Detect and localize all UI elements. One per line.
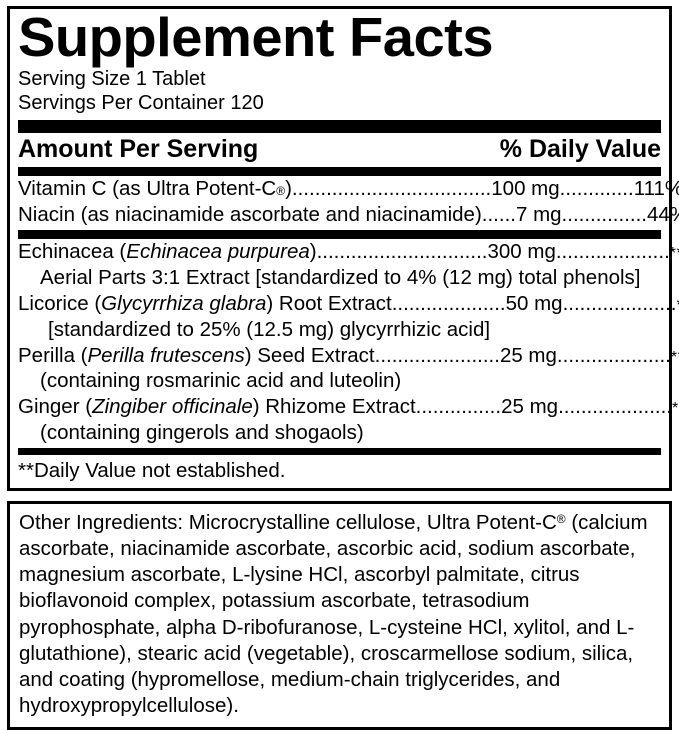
nutrient-name-suffix: ) [309, 240, 317, 264]
nutrient-sub-line: (containing gingerols and shogaols) [40, 421, 364, 445]
serving-size: Serving Size 1 Tablet [18, 67, 206, 90]
nutrient-amount: 50 mg [505, 291, 563, 315]
page-title: Supplement Facts [18, 6, 494, 68]
nutrient-name: Vitamin C (as Ultra Potent-C [18, 176, 277, 200]
nutrient-name: Licorice ( [18, 291, 102, 315]
registered-trademark-icon: ® [276, 183, 286, 198]
nutrient-daily-value: 44% [646, 202, 679, 226]
other-ingredients-text: Other Ingredients: Microcrystalline cell… [19, 510, 660, 720]
facts-panel: Supplement Facts Serving Size 1 Tablet S… [7, 6, 679, 491]
dot-leader-dv: .................... [555, 240, 670, 264]
nutrient-daily-value: ** [669, 245, 679, 263]
other-ingredients-body-post: (calcium ascorbate, niacinamide ascorbat… [19, 510, 648, 718]
nutrient-name: Ginger ( [18, 395, 93, 419]
divider-bar-thin [18, 447, 661, 455]
nutrient-name-suffix: ) Seed Extract [244, 343, 375, 367]
dot-leader-dv: ............... [561, 202, 647, 226]
scientific-name: Echinacea purpurea [126, 240, 310, 264]
nutrient-amount: 100 mg [491, 176, 560, 200]
scientific-name: Perilla frutescens [87, 343, 245, 367]
nutrient-daily-value: ** [670, 348, 679, 366]
dot-leader: ...................... [374, 343, 500, 367]
nutrient-row: Ginger (Zingiber officinale) Rhizome Ext… [18, 394, 679, 420]
amount-header-label: Amount Per Serving [18, 134, 259, 163]
nutrient-row: Licorice (Glycyrrhiza glabra) Root Extra… [18, 291, 679, 317]
other-ingredients-body-pre: Microcrystalline cellulose, Ultra Potent… [183, 510, 557, 534]
dot-leader: ................................... [291, 176, 492, 200]
nutrient-amount: 25 mg [499, 343, 557, 367]
nutrient-amount: 25 mg [501, 395, 559, 419]
dot-leader: ............... [415, 395, 502, 419]
facts-panel-inner: Supplement Facts Serving Size 1 Tablet S… [10, 10, 679, 484]
registered-trademark-icon: ® [556, 511, 566, 526]
divider-bar-medium-2 [18, 230, 661, 240]
dot-leader-dv: ............. [559, 176, 634, 200]
nutrient-sub-line: (containing rosmarinic acid and luteolin… [40, 369, 402, 393]
daily-value-footnote: **Daily Value not established. [18, 458, 286, 482]
dot-leader-dv: .................... [556, 343, 671, 367]
scientific-name: Glycyrrhiza glabra [101, 291, 267, 315]
dot-leader: .............................. [316, 240, 488, 264]
nutrient-row: Echinacea (Echinacea purpurea) .........… [18, 239, 679, 265]
daily-value-header-label: % Daily Value [499, 134, 661, 163]
dot-leader-dv: .................... [558, 395, 672, 419]
nutrient-name: Echinacea ( [18, 240, 127, 264]
divider-bar-medium-1 [18, 166, 661, 176]
nutrient-daily-value: 111% [633, 176, 679, 200]
nutrient-name: Perilla ( [18, 343, 88, 367]
nutrient-sub-line: Aerial Parts 3:1 Extract [standardized t… [40, 266, 641, 290]
other-ingredients-panel: Other Ingredients: Microcrystalline cell… [7, 500, 672, 730]
amount-per-serving-header: Amount Per Serving % Daily Value [18, 135, 661, 164]
nutrient-daily-value: ** [671, 400, 679, 418]
nutrient-row: Niacin (as niacinamide ascorbate and nia… [18, 202, 679, 228]
nutrient-row: Perilla (Perilla frutescens) Seed Extrac… [18, 343, 679, 369]
dot-leader-dv: .................... [562, 291, 677, 315]
nutrient-name: Niacin (as niacinamide ascorbate and nia… [18, 202, 482, 226]
nutrient-name-suffix: ) Rhizome Extract [252, 395, 416, 419]
dot-leader: .................... [391, 291, 506, 315]
nutrient-row: Vitamin C (as Ultra Potent-C ®)..........… [18, 176, 679, 202]
nutrient-name-suffix: ) Root Extract [266, 291, 392, 315]
nutrient-amount: 300 mg [487, 240, 556, 264]
servings-per-container: Servings Per Container 120 [18, 92, 264, 115]
scientific-name: Zingiber officinale [92, 395, 253, 419]
nutrient-sub-line: [standardized to 25% (12.5 mg) glycyrrhi… [48, 317, 491, 341]
dot-leader: ...... [481, 202, 516, 226]
nutrient-daily-value: ** [677, 296, 679, 316]
nutrient-name-suffix: ) [285, 176, 292, 200]
divider-bar-thick [18, 119, 661, 133]
other-ingredients-label: Other Ingredients: [19, 510, 184, 534]
nutrient-amount: 7 mg [515, 202, 562, 226]
